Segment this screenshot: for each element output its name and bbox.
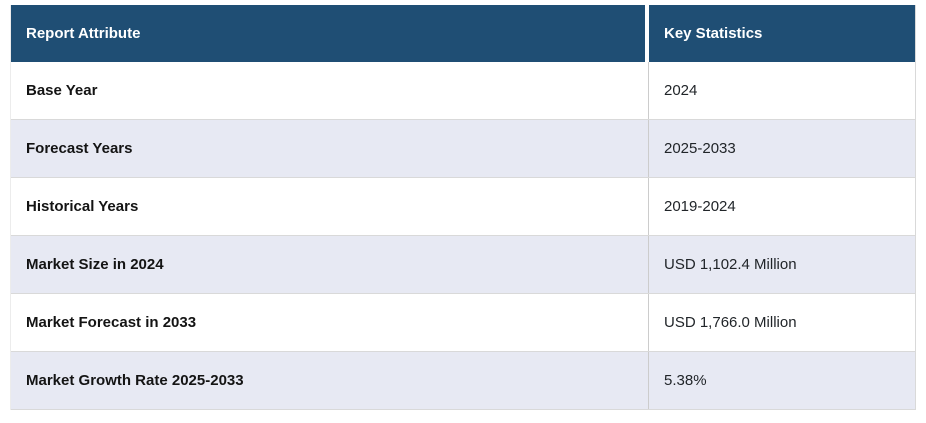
attribute-cell: Historical Years xyxy=(26,197,139,215)
table-row: Historical Years 2019-2024 xyxy=(11,178,915,236)
table-header-row: Report Attribute Key Statistics xyxy=(11,5,915,62)
column-header-key-statistics: Key Statistics xyxy=(645,5,915,62)
value-cell: USD 1,766.0 Million xyxy=(648,294,915,351)
table-row: Market Growth Rate 2025-2033 5.38% xyxy=(11,352,915,410)
attribute-cell: Forecast Years xyxy=(26,139,133,157)
attribute-cell: Market Forecast in 2033 xyxy=(26,313,197,331)
value-cell: 2025-2033 xyxy=(648,120,915,177)
value-cell: 2024 xyxy=(648,62,915,119)
value-cell: 5.38% xyxy=(648,352,915,409)
attribute-cell: Market Size in 2024 xyxy=(26,255,164,273)
report-summary-table: Report Attribute Key Statistics Base Yea… xyxy=(10,5,916,410)
value-cell: 2019-2024 xyxy=(648,178,915,235)
value-cell: USD 1,102.4 Million xyxy=(648,236,915,293)
table-row: Market Size in 2024 USD 1,102.4 Million xyxy=(11,236,915,294)
table-row: Forecast Years 2025-2033 xyxy=(11,120,915,178)
table-row: Market Forecast in 2033 USD 1,766.0 Mill… xyxy=(11,294,915,352)
attribute-cell: Market Growth Rate 2025-2033 xyxy=(26,371,244,389)
table-row: Base Year 2024 xyxy=(11,62,915,120)
attribute-cell: Base Year xyxy=(26,81,98,99)
column-header-report-attribute: Report Attribute xyxy=(26,24,141,42)
